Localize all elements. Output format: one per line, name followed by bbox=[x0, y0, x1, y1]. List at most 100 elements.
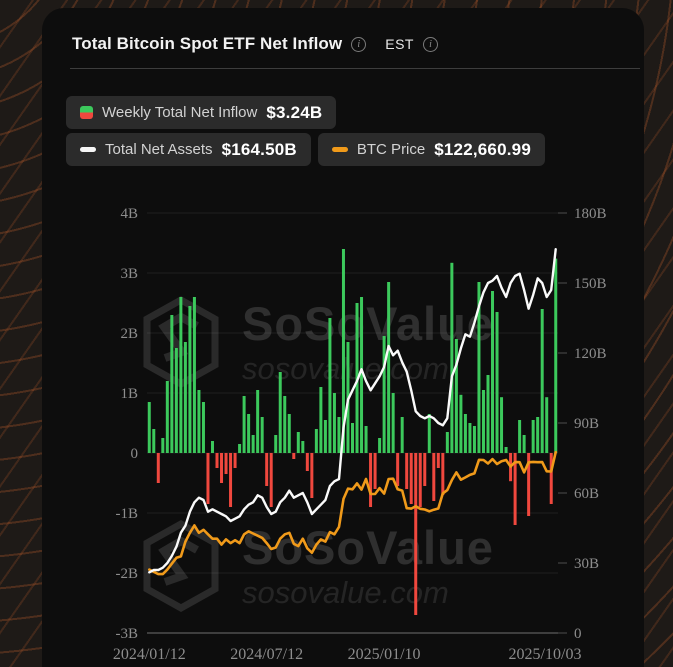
legend-badge-btc-price[interactable]: BTC Price $122,660.99 bbox=[317, 133, 545, 166]
legend-value: $122,660.99 bbox=[434, 139, 531, 159]
weekly-inflow-bar[interactable] bbox=[504, 447, 508, 453]
weekly-inflow-bar[interactable] bbox=[549, 453, 553, 504]
weekly-inflow-bar[interactable] bbox=[382, 336, 386, 453]
weekly-inflow-bar[interactable] bbox=[238, 444, 242, 453]
weekly-inflow-bar[interactable] bbox=[418, 453, 422, 507]
weekly-inflow-bar[interactable] bbox=[206, 453, 210, 504]
weekly-inflow-bar[interactable] bbox=[174, 348, 178, 453]
weekly-inflow-bar[interactable] bbox=[364, 426, 368, 453]
weekly-inflow-bar[interactable] bbox=[436, 453, 440, 468]
weekly-inflow-bar[interactable] bbox=[459, 394, 463, 453]
weekly-inflow-bar[interactable] bbox=[296, 432, 300, 453]
weekly-inflow-bar[interactable] bbox=[337, 417, 341, 453]
weekly-inflow-bar[interactable] bbox=[179, 297, 183, 453]
info-icon[interactable]: i bbox=[351, 36, 367, 52]
weekly-inflow-bar[interactable] bbox=[405, 453, 409, 489]
weekly-inflow-bar[interactable] bbox=[165, 381, 169, 453]
weekly-inflow-bar[interactable] bbox=[531, 420, 535, 453]
weekly-inflow-bar[interactable] bbox=[201, 402, 205, 453]
weekly-inflow-bar[interactable] bbox=[332, 393, 336, 453]
weekly-inflow-bar[interactable] bbox=[256, 390, 260, 453]
weekly-inflow-bar[interactable] bbox=[260, 417, 264, 453]
weekly-inflow-bar[interactable] bbox=[161, 438, 165, 453]
weekly-inflow-bar[interactable] bbox=[468, 423, 472, 453]
weekly-inflow-bar[interactable] bbox=[269, 453, 273, 507]
weekly-inflow-bar[interactable] bbox=[283, 396, 287, 453]
legend-badge-weekly-net-inflow[interactable]: Weekly Total Net Inflow $3.24B bbox=[66, 96, 337, 129]
weekly-inflow-bar[interactable] bbox=[319, 387, 323, 453]
weekly-inflow-bar[interactable] bbox=[147, 402, 151, 453]
weekly-inflow-bar[interactable] bbox=[536, 417, 540, 453]
weekly-inflow-bar[interactable] bbox=[445, 432, 449, 453]
weekly-inflow-bar[interactable] bbox=[495, 312, 499, 453]
chart-plot-area[interactable]: 4B 3B 2B 1B 0 -1B -2B -3B 180B 150B 120B 90B 60B 30B 0… bbox=[42, 8, 644, 667]
btc-price-line[interactable] bbox=[148, 450, 558, 576]
weekly-inflow-bar[interactable] bbox=[463, 414, 467, 453]
weekly-inflow-bar[interactable] bbox=[224, 453, 228, 474]
weekly-inflow-bar[interactable] bbox=[351, 423, 354, 453]
weekly-inflow-bar[interactable] bbox=[152, 429, 156, 453]
weekly-inflow-bar[interactable] bbox=[314, 429, 318, 453]
weekly-inflow-bar[interactable] bbox=[323, 420, 327, 453]
weekly-inflow-bar[interactable] bbox=[414, 453, 418, 615]
weekly-inflow-bar[interactable] bbox=[432, 453, 436, 501]
weekly-inflow-bar[interactable] bbox=[500, 397, 504, 453]
weekly-inflow-bar[interactable] bbox=[391, 393, 395, 453]
weekly-inflow-bar[interactable] bbox=[441, 453, 445, 495]
weekly-inflow-bar[interactable] bbox=[396, 453, 400, 486]
weekly-inflow-bar[interactable] bbox=[310, 453, 314, 498]
weekly-inflow-bar[interactable] bbox=[518, 420, 522, 453]
weekly-inflow-bar[interactable] bbox=[472, 426, 476, 453]
weekly-inflow-bar[interactable] bbox=[527, 453, 531, 516]
card-header: Total Bitcoin Spot ETF Net Inflow i EST … bbox=[72, 34, 438, 54]
timezone-info-icon[interactable]: i bbox=[422, 36, 438, 52]
weekly-inflow-bar[interactable] bbox=[278, 372, 282, 453]
weekly-inflow-bar[interactable] bbox=[400, 417, 404, 453]
weekly-inflow-bar[interactable] bbox=[183, 342, 187, 453]
weekly-inflow-bar[interactable] bbox=[491, 291, 495, 453]
weekly-inflow-bar[interactable] bbox=[450, 262, 454, 453]
weekly-inflow-bar[interactable] bbox=[229, 453, 233, 507]
weekly-inflow-bar[interactable] bbox=[360, 297, 364, 453]
weekly-inflow-bar[interactable] bbox=[423, 453, 427, 486]
header-divider bbox=[70, 68, 640, 69]
weekly-inflow-bar[interactable] bbox=[188, 306, 192, 453]
weekly-inflow-bar[interactable] bbox=[378, 438, 382, 453]
weekly-inflow-bar[interactable] bbox=[369, 453, 373, 507]
weekly-inflow-bar[interactable] bbox=[156, 453, 160, 483]
weekly-inflow-bar[interactable] bbox=[220, 453, 224, 483]
weekly-inflow-bar[interactable] bbox=[215, 453, 219, 468]
weekly-inflow-bar[interactable] bbox=[287, 414, 291, 453]
weekly-inflow-bar[interactable] bbox=[427, 414, 431, 453]
weekly-inflow-bar[interactable] bbox=[170, 315, 174, 453]
weekly-inflow-bar[interactable] bbox=[477, 282, 481, 453]
weekly-inflow-bar[interactable] bbox=[292, 453, 296, 459]
weekly-inflow-bar[interactable] bbox=[328, 318, 332, 453]
weekly-inflow-bar[interactable] bbox=[409, 453, 413, 504]
weekly-inflow-bar[interactable] bbox=[192, 297, 196, 453]
total-net-assets-line[interactable] bbox=[148, 247, 557, 574]
weekly-inflow-bar[interactable] bbox=[274, 435, 278, 453]
weekly-inflow-bar[interactable] bbox=[387, 282, 391, 453]
weekly-inflow-bar[interactable] bbox=[265, 453, 269, 486]
weekly-inflow-bar[interactable] bbox=[210, 441, 214, 453]
left-axis-tick-label: 2B bbox=[120, 326, 138, 342]
weekly-inflow-bar[interactable] bbox=[233, 453, 237, 468]
legend-badge-total-net-assets[interactable]: Total Net Assets $164.50B bbox=[66, 133, 311, 166]
weekly-inflow-bar[interactable] bbox=[301, 441, 305, 453]
weekly-inflow-bar[interactable] bbox=[242, 396, 246, 453]
weekly-inflow-bar[interactable] bbox=[305, 453, 309, 471]
weekly-inflow-bar[interactable] bbox=[454, 339, 458, 453]
weekly-inflow-bar[interactable] bbox=[522, 435, 526, 453]
weekly-inflow-bar[interactable] bbox=[513, 453, 517, 525]
weekly-inflow-bar[interactable] bbox=[251, 435, 255, 453]
weekly-inflow-bar[interactable] bbox=[341, 249, 345, 453]
weekly-inflow-bar[interactable] bbox=[545, 397, 549, 453]
weekly-inflow-bar[interactable] bbox=[486, 375, 490, 453]
weekly-inflow-bar[interactable] bbox=[373, 453, 377, 489]
weekly-inflow-bar[interactable] bbox=[247, 414, 251, 453]
weekly-inflow-bar[interactable] bbox=[554, 258, 558, 453]
weekly-inflow-bar[interactable] bbox=[540, 309, 544, 453]
weekly-inflow-bar[interactable] bbox=[481, 390, 485, 453]
weekly-inflow-bar[interactable] bbox=[197, 390, 201, 453]
